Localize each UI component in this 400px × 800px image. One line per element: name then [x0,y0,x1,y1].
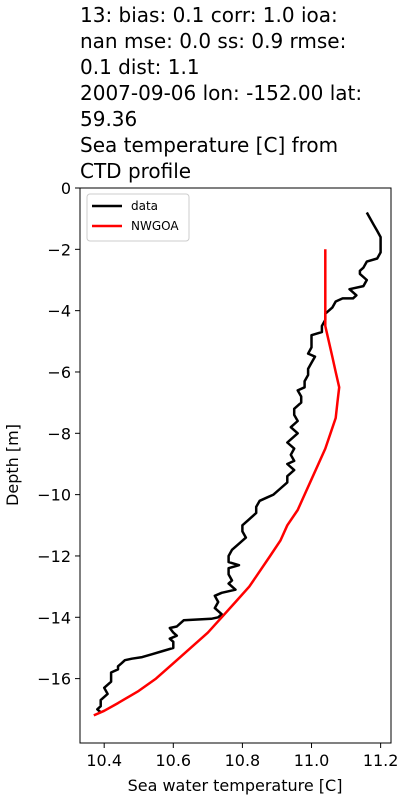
y-axis-label: Depth [m] [3,424,22,506]
title-line: nan mse: 0.0 ss: 0.9 rmse: [80,29,347,53]
title-line: 0.1 dist: 1.1 [80,55,200,79]
series-line-nwgoa [93,249,341,717]
y-tick-label: −12 [37,547,71,566]
legend-label-nwgoa: NWGOA [131,219,179,233]
legend: data NWGOA [86,193,190,242]
chart-title: 13: bias: 0.1 corr: 1.0 ioa: nan mse: 0.… [80,2,398,184]
plot-frame [79,187,392,744]
title-line: Sea temperature [C] from [80,133,339,157]
title-line: 13: bias: 0.1 corr: 1.0 ioa: [80,3,338,27]
y-tick-label: −14 [37,608,71,627]
title-line: CTD profile [80,159,192,183]
y-tick-label: −2 [47,240,71,259]
y-tick-label: −10 [37,486,71,505]
x-axis: 10.4 10.6 10.8 11.0 11.2 [86,743,398,770]
x-tick-label: 10.6 [155,751,191,770]
legend-label-data: data [131,199,158,213]
x-tick-label: 10.8 [225,751,261,770]
title-line: 2007-09-06 lon: -152.00 lat: [80,81,363,105]
y-tick-label: −6 [47,363,71,382]
y-tick-label: −16 [37,670,71,689]
y-tick-label: 0 [61,179,71,198]
x-tick-label: 10.4 [86,751,122,770]
y-tick-label: −4 [47,302,71,321]
x-axis-label: Sea water temperature [C] [128,776,343,795]
x-tick-label: 11.2 [363,751,399,770]
x-tick-label: 11.0 [294,751,330,770]
series-line-data [96,211,382,714]
series-layer [93,211,382,717]
title-line: 59.36 [80,107,138,131]
y-tick-label: −8 [47,424,71,443]
y-axis: 0 −2 −4 −6 −8 −10 −12 −14 −16 [37,179,80,689]
